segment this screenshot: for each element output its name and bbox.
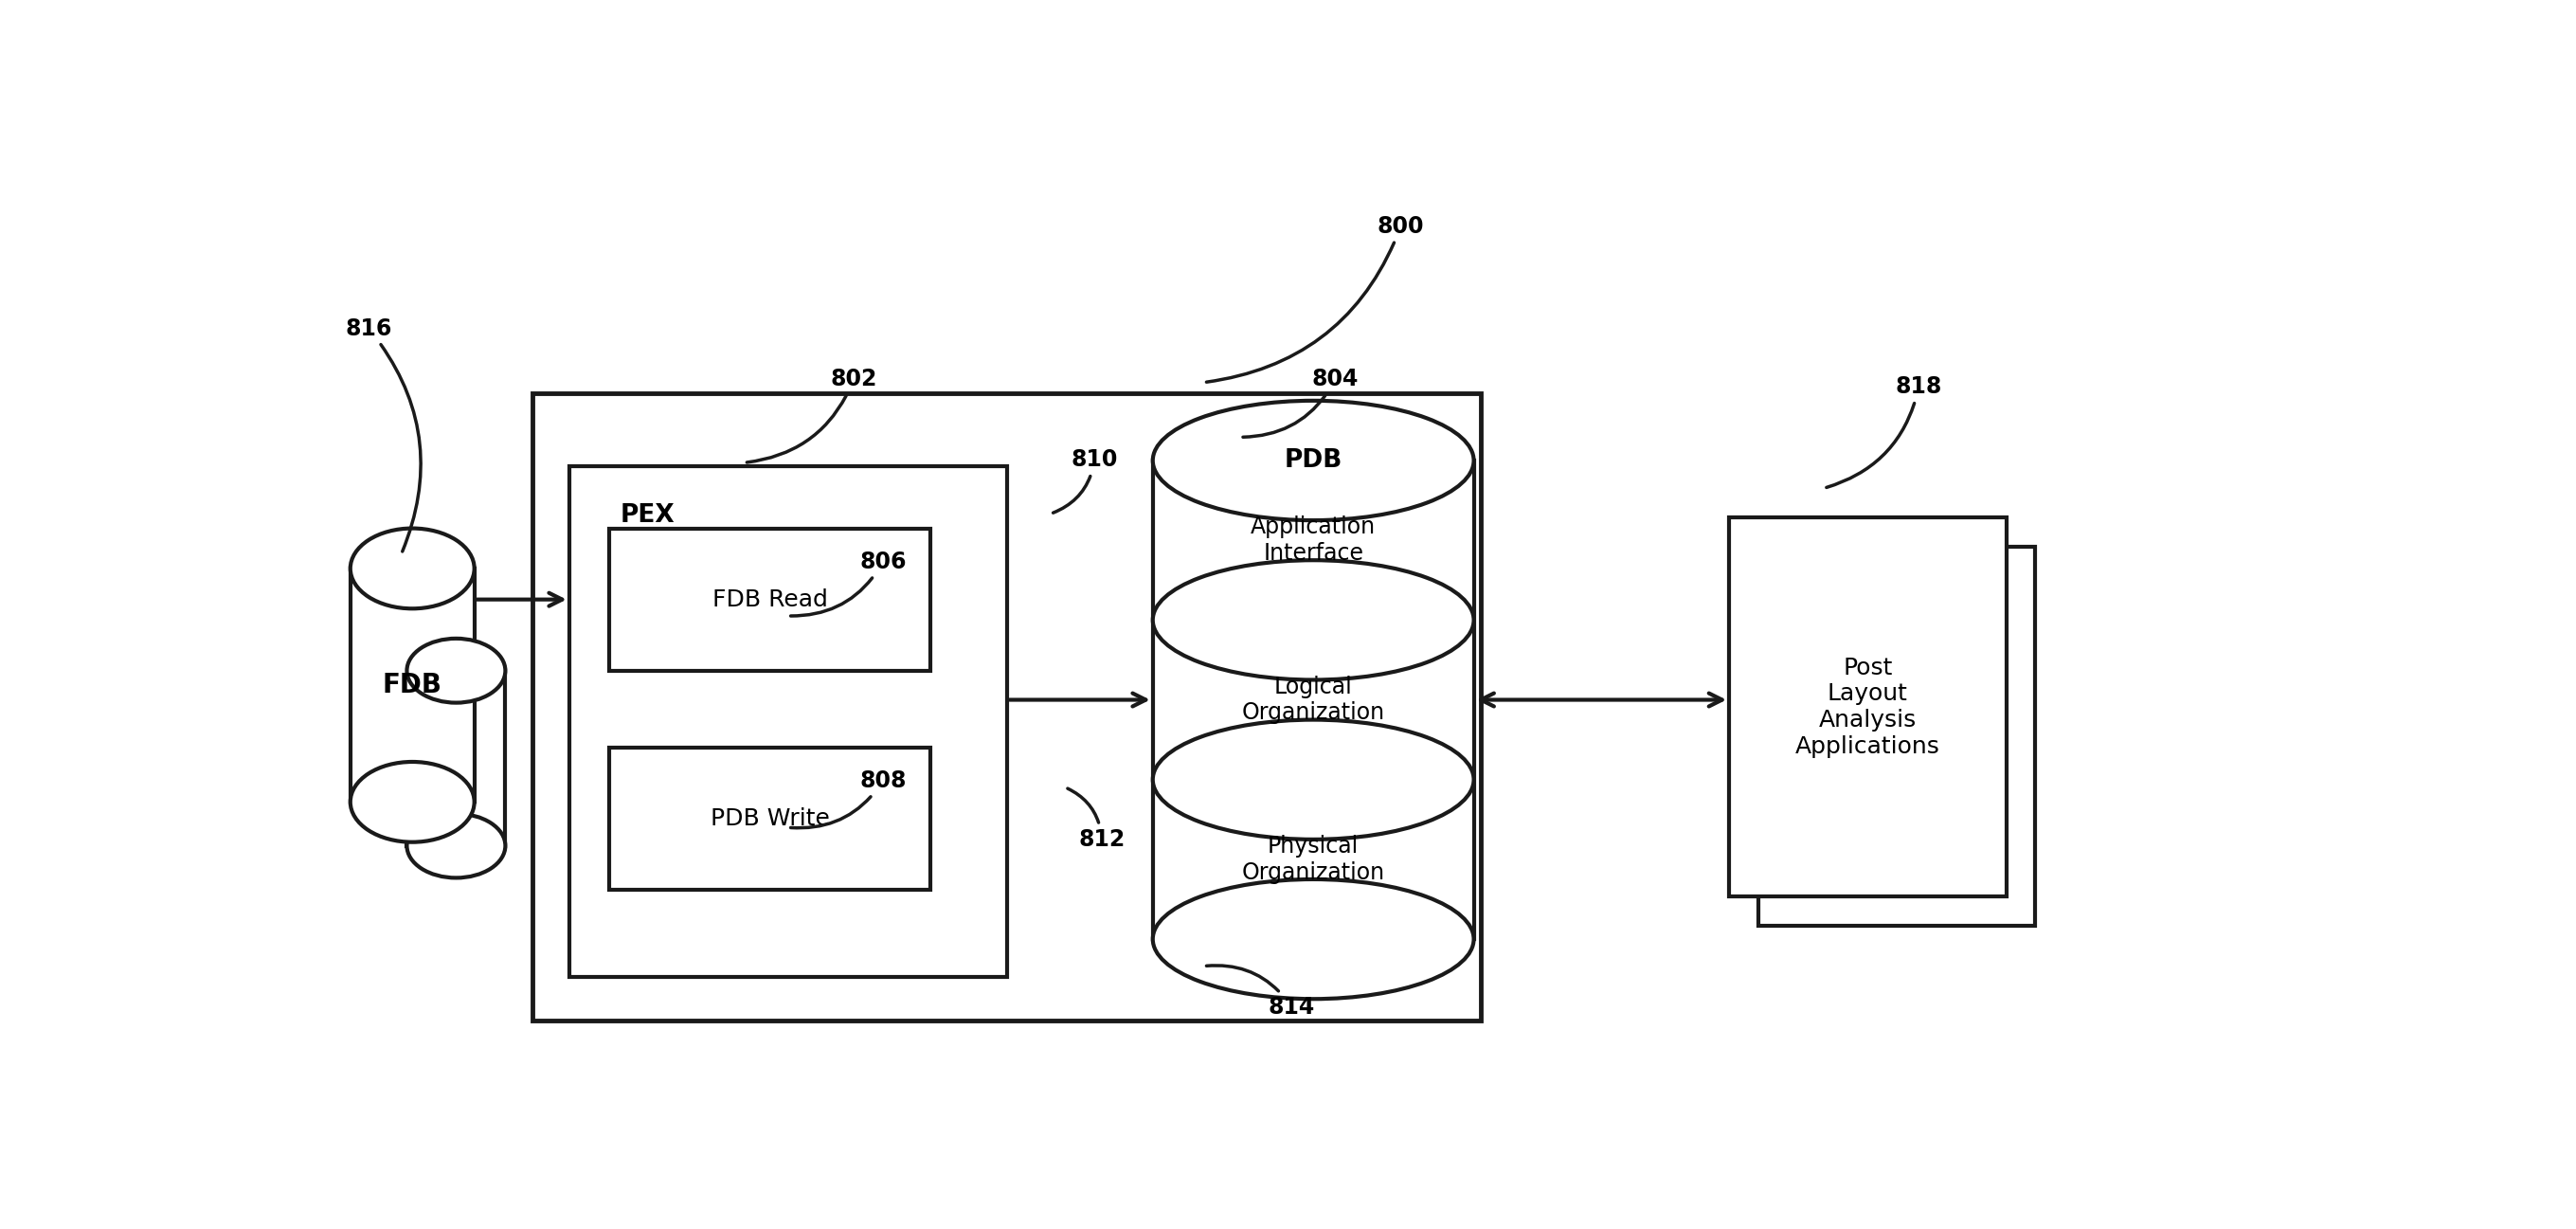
Text: 804: 804: [1244, 367, 1358, 438]
Text: PDB Write: PDB Write: [711, 807, 829, 830]
Text: 818: 818: [1826, 375, 1942, 488]
Ellipse shape: [407, 639, 505, 703]
Text: PDB: PDB: [1285, 449, 1342, 473]
Bar: [1728, 517, 2007, 897]
Polygon shape: [407, 671, 505, 846]
Bar: [533, 393, 1481, 1021]
Text: Application
Interface: Application Interface: [1252, 516, 1376, 565]
Ellipse shape: [1154, 879, 1473, 999]
Ellipse shape: [350, 762, 474, 842]
Ellipse shape: [1154, 401, 1473, 520]
Polygon shape: [1154, 461, 1473, 939]
Polygon shape: [350, 569, 474, 803]
Text: FDB Read: FDB Read: [711, 589, 827, 611]
Bar: [1759, 547, 2035, 925]
Ellipse shape: [407, 814, 505, 878]
Text: 802: 802: [747, 367, 876, 462]
Bar: [569, 466, 1007, 977]
Text: 816: 816: [345, 317, 420, 552]
Text: Logical
Organization: Logical Organization: [1242, 675, 1386, 724]
Text: 800: 800: [1206, 215, 1425, 382]
Ellipse shape: [1154, 560, 1473, 680]
Text: Post
Layout
Analysis
Applications: Post Layout Analysis Applications: [1795, 656, 1940, 758]
Bar: [611, 528, 930, 671]
Text: 808: 808: [791, 769, 907, 828]
Text: 806: 806: [791, 551, 907, 616]
Text: Physical
Organization: Physical Organization: [1242, 834, 1386, 884]
Text: FDB: FDB: [381, 672, 443, 698]
Ellipse shape: [1154, 720, 1473, 839]
Ellipse shape: [350, 528, 474, 608]
Bar: [611, 747, 930, 890]
Text: PEX: PEX: [621, 503, 675, 527]
Text: 814: 814: [1206, 966, 1314, 1019]
Text: 812: 812: [1066, 789, 1126, 850]
Text: 810: 810: [1054, 449, 1118, 512]
